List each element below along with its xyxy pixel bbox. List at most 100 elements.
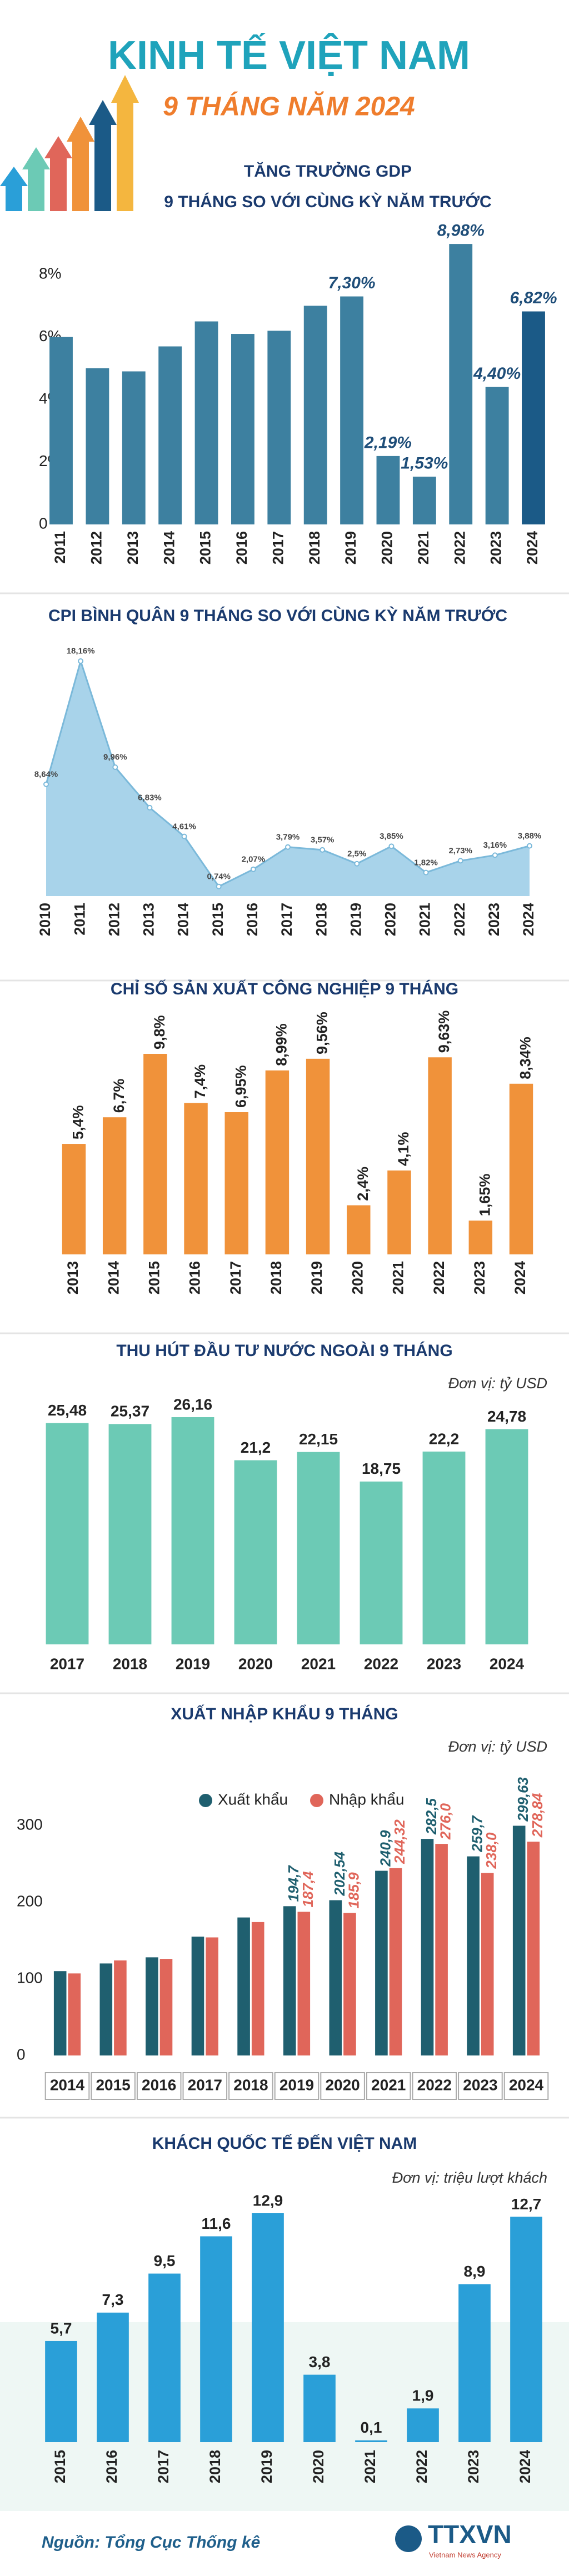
x-tick-label: 2020 [238, 1655, 273, 1672]
point [112, 764, 118, 771]
value-label: 4,1% [395, 1132, 412, 1166]
year-box [458, 2072, 503, 2100]
value-label: 1,65% [476, 1174, 493, 1217]
legend-label: Nhập khẩu [329, 1790, 404, 1808]
year-box [366, 2072, 411, 2100]
x-tick-label: 2016 [187, 1261, 203, 1294]
value-label: 2,19% [364, 433, 412, 452]
bar [191, 1937, 204, 2055]
x-tick-label: 2013 [141, 903, 157, 936]
value-label: 9,5 [154, 2252, 176, 2269]
bar [422, 1451, 466, 1644]
x-tick-label: 2020 [310, 2450, 327, 2483]
x-tick-label: 2023 [486, 903, 502, 936]
x-tick-label: 2023 [427, 1655, 461, 1672]
value-label: 7,3 [102, 2291, 124, 2308]
bar [481, 1873, 494, 2055]
x-tick-label: 2023 [488, 531, 505, 564]
value-label: 22,2 [429, 1430, 460, 1447]
bar [376, 456, 400, 524]
value-label: 3,85% [380, 832, 403, 841]
x-tick-label: 2016 [244, 903, 261, 936]
chart-5: KHÁCH QUỐC TẾ ĐẾN VIỆT NAM Đơn vị: triệu … [45, 2134, 547, 2483]
value-label: 11,6 [202, 2215, 231, 2232]
value-label: 12,9 [253, 2192, 283, 2209]
chart-2: CHỈ SỐ SẢN XUẤT CÔNG NGHIỆP 9 THÁNG 2013 2… [62, 979, 534, 1294]
x-tick-label: 2017 [269, 531, 286, 564]
bar [435, 1844, 448, 2055]
year-box [503, 2072, 549, 2100]
value-label: 259,7 [469, 1815, 486, 1853]
value-label: 24,78 [487, 1408, 526, 1425]
bar [184, 1103, 208, 1254]
unit-note: Đơn vị: tỷ USD [448, 1375, 547, 1392]
bar [148, 2273, 181, 2442]
year-box [274, 2072, 320, 2100]
x-tick-label: 2018 [113, 1655, 147, 1672]
bar [45, 2340, 77, 2442]
value-label: 8,64% [34, 769, 58, 779]
value-label: 8,34% [517, 1037, 534, 1079]
main-title: KINH TẾ VIỆT NAM [108, 33, 470, 78]
bar [527, 1842, 540, 2055]
x-tick-label: 2019 [258, 2450, 275, 2483]
x-tick-label: 2014 [50, 2076, 85, 2093]
value-label: 8,99% [273, 1023, 290, 1066]
x-tick-label: 2012 [88, 531, 105, 564]
value-label: 2,5% [347, 849, 366, 858]
value-label: 12,7 [511, 2195, 542, 2213]
value-label: 9,56% [314, 1012, 331, 1054]
value-label: 187,4 [300, 1871, 316, 1908]
value-label: 3,57% [311, 836, 335, 845]
logo-mark [395, 2525, 422, 2552]
value-label: 3,79% [276, 832, 300, 842]
value-label: 185,9 [345, 1872, 362, 1909]
bar [206, 1937, 218, 2055]
point [354, 861, 360, 867]
x-tick-label: 2017 [50, 1655, 84, 1672]
value-label: 18,75 [362, 1460, 401, 1477]
x-tick-label: 2022 [413, 2450, 430, 2483]
bar [122, 371, 146, 524]
dividers [0, 592, 569, 2119]
point [320, 847, 326, 853]
chart-title: THU HÚT ĐẦU TƯ NƯỚC NGOÀI 9 THÁNG [116, 1341, 452, 1360]
header-arrows [0, 75, 139, 211]
bar [146, 1957, 158, 2055]
x-tick-label: 2023 [463, 2076, 497, 2093]
x-tick-label: 2011 [52, 531, 68, 564]
value-label: 22,15 [299, 1430, 338, 1448]
unit-note: Đơn vị: tỷ USD [448, 1738, 547, 1755]
bar [509, 1083, 533, 1254]
value-label: 3,16% [483, 841, 507, 850]
x-tick-label: 2022 [451, 531, 468, 564]
x-tick-label: 2022 [364, 1655, 398, 1672]
x-tick-label: 2018 [233, 2076, 268, 2093]
source: Nguồn: Tổng Cục Thống kê [42, 2533, 260, 2552]
value-label: 194,7 [285, 1865, 302, 1902]
x-tick-label: 2019 [347, 903, 364, 936]
x-tick-label: 2020 [382, 903, 399, 936]
value-label: 4,40% [473, 364, 521, 383]
x-tick-label: 2019 [176, 1655, 210, 1672]
bar [407, 2408, 439, 2442]
x-tick-label: 2016 [142, 2076, 176, 2093]
x-tick-label: 2018 [306, 531, 323, 564]
x-tick-label: 2019 [308, 1261, 325, 1294]
bar [46, 1423, 89, 1644]
agency: Vietnam News Agency [429, 2550, 501, 2559]
value-label: 21,2 [241, 1439, 271, 1456]
bar [267, 331, 291, 524]
bar [306, 1058, 330, 1254]
x-tick-label: 2021 [390, 1261, 407, 1294]
value-label: 1,82% [414, 858, 438, 867]
point [492, 852, 498, 858]
value-label: 8,98% [437, 222, 485, 240]
value-label: 25,37 [111, 1403, 149, 1420]
value-label: 3,88% [518, 831, 542, 841]
x-tick-label: 2024 [490, 1655, 525, 1672]
x-tick-label: 2022 [431, 1261, 447, 1294]
y-tick-label: 100 [17, 1969, 43, 1986]
year-box [320, 2072, 365, 2100]
